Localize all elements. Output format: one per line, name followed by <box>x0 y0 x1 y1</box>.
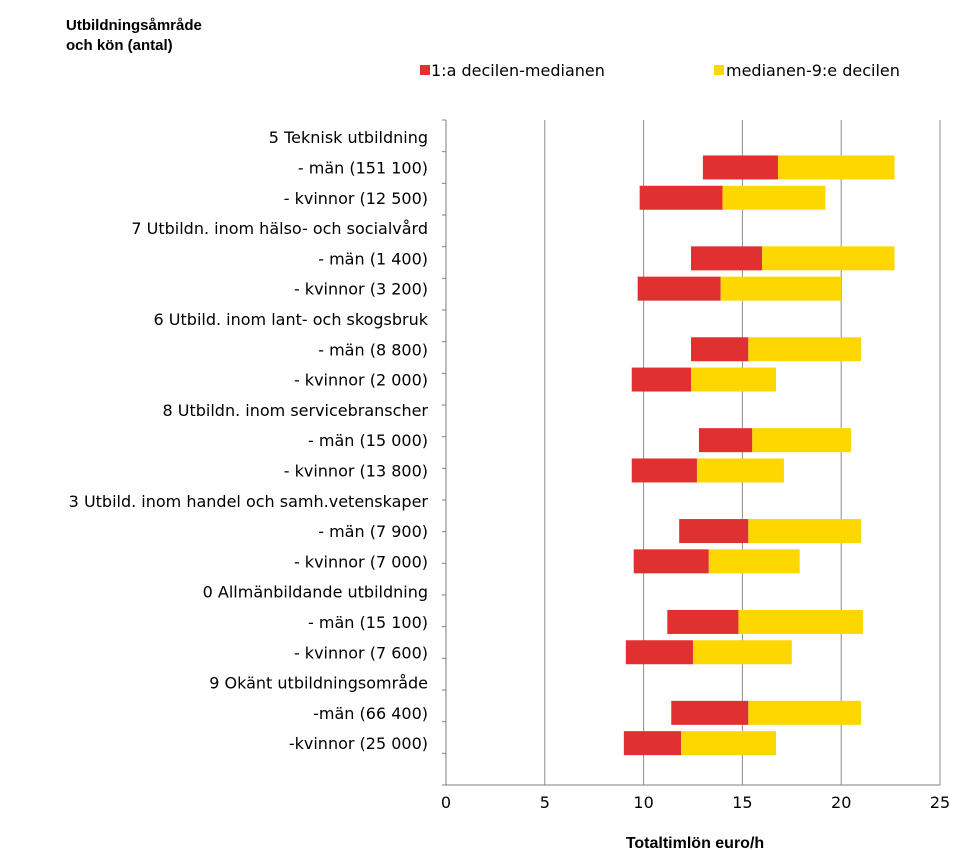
category-label: - män (1 400) <box>318 249 428 268</box>
category-label: - kvinnor (3 200) <box>294 280 428 299</box>
chart-title-line-1: Utbildningsåmråde <box>66 17 202 34</box>
bar-median-decile9 <box>693 640 792 665</box>
legend: 1:a decilen-medianen medianen-9:e decile… <box>420 61 900 80</box>
category-label: 5 Teknisk utbildning <box>269 128 428 147</box>
bar-decile1-median <box>702 155 778 180</box>
bar-median-decile9 <box>691 367 776 392</box>
category-label: - män (15 100) <box>308 613 428 632</box>
legend-label-decile1-median: 1:a decilen-medianen <box>431 61 605 80</box>
category-label: - män (7 900) <box>318 522 428 541</box>
bar-median-decile9 <box>738 609 863 634</box>
category-label: 0 Allmänbildande utbildning <box>203 583 428 602</box>
bars <box>623 155 895 756</box>
x-tick-label-0: 0 <box>441 793 451 812</box>
bar-decile1-median <box>679 519 749 544</box>
x-tick-label-5: 5 <box>540 793 550 812</box>
bar-median-decile9 <box>681 731 776 756</box>
bar-median-decile9 <box>748 337 861 362</box>
x-tick-label-25: 25 <box>930 793 950 812</box>
category-label: 6 Utbild. inom lant- och skogsbruk <box>154 310 429 329</box>
legend-label-median-decile9: medianen-9:e decilen <box>726 61 900 80</box>
x-tick-label-20: 20 <box>831 793 851 812</box>
bar-decile1-median <box>667 609 739 634</box>
category-label: -kvinnor (25 000) <box>289 734 428 753</box>
bar-decile1-median <box>633 549 709 574</box>
bar-decile1-median <box>691 246 763 271</box>
x-tick-label-10: 10 <box>633 793 653 812</box>
category-label: - män (15 000) <box>308 431 428 450</box>
grid-lines <box>544 120 941 785</box>
x-axis-label: Totaltimlön euro/h <box>626 835 764 850</box>
bar-median-decile9 <box>696 458 784 483</box>
category-label: 9 Okänt utbildningsområde <box>209 674 428 693</box>
legend-swatch-decile1-median <box>420 65 430 75</box>
bar-decile1-median <box>625 640 693 665</box>
bar-median-decile9 <box>752 428 852 453</box>
category-label: - män (8 800) <box>318 340 428 359</box>
category-labels: 5 Teknisk utbildning - män (151 100) - kvi… <box>69 128 429 753</box>
bar-median-decile9 <box>708 549 800 574</box>
category-label: - kvinnor (2 000) <box>294 371 428 390</box>
bar-decile1-median <box>698 428 753 453</box>
bar-decile1-median <box>631 458 697 483</box>
bar-decile1-median <box>671 700 749 725</box>
bar-decile1-median <box>631 367 692 392</box>
category-label: - kvinnor (7 000) <box>294 552 428 571</box>
x-tick-label-15: 15 <box>732 793 752 812</box>
bar-median-decile9 <box>720 276 842 301</box>
category-label: - kvinnor (12 500) <box>284 189 428 208</box>
legend-swatch-median-decile9 <box>714 65 724 75</box>
bar-decile1-median <box>623 731 682 756</box>
axis <box>442 119 940 786</box>
category-label: -män (66 400) <box>313 704 428 723</box>
bar-decile1-median <box>639 185 723 210</box>
category-label: 3 Utbild. inom handel och samh.vetenskap… <box>69 492 429 511</box>
tick-labels: 0 5 10 15 20 25 <box>441 793 950 812</box>
category-label: 8 Utbildn. inom servicebranscher <box>163 401 429 420</box>
category-label: - kvinnor (7 600) <box>294 643 428 662</box>
bar-median-decile9 <box>748 519 861 544</box>
bar-decile1-median <box>691 337 749 362</box>
bar-median-decile9 <box>748 700 861 725</box>
bar-median-decile9 <box>762 246 895 271</box>
category-label: - kvinnor (13 800) <box>284 461 428 480</box>
category-label: - män (151 100) <box>298 158 428 177</box>
bar-median-decile9 <box>777 155 895 180</box>
chart-title-line-2: och kön (antal) <box>66 37 173 54</box>
category-label: 7 Utbildn. inom hälso- och socialvård <box>131 219 428 238</box>
bar-median-decile9 <box>722 185 826 210</box>
bar-decile1-median <box>637 276 721 301</box>
